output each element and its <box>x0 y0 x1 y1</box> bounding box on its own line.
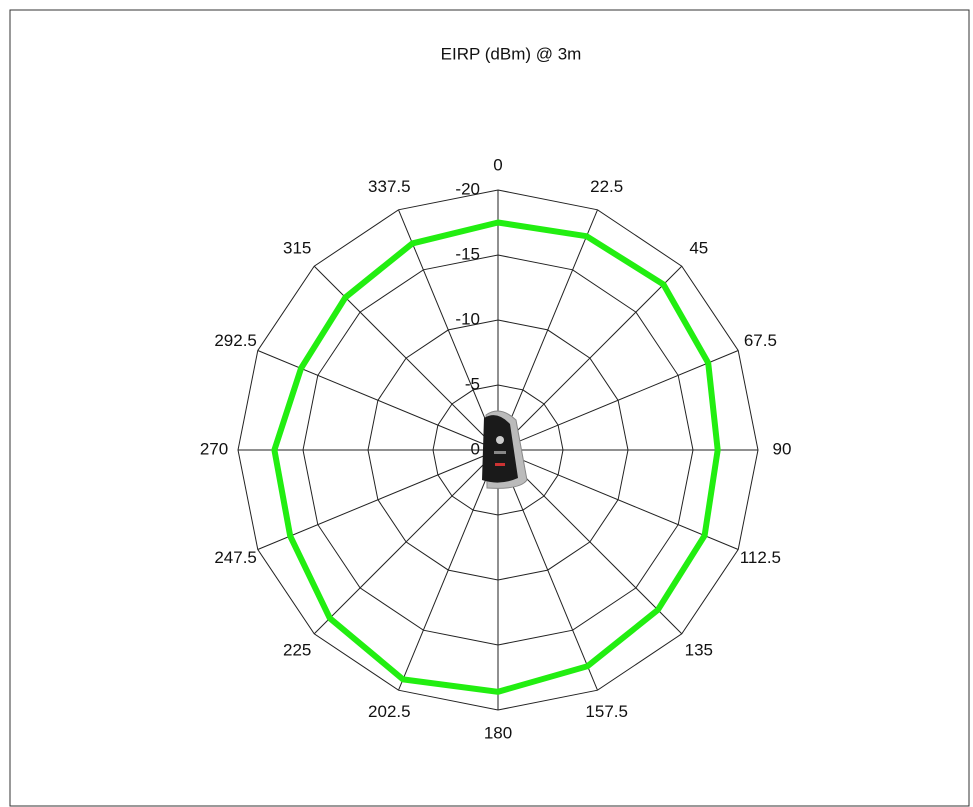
angle-label: 225 <box>283 640 311 659</box>
radial-tick-label: -5 <box>465 374 480 393</box>
spoke <box>257 350 499 451</box>
spoke <box>313 449 499 635</box>
spoke <box>398 209 499 451</box>
radial-tick-label: -20 <box>455 179 480 198</box>
chart-title: EIRP (dBm) @ 3m <box>441 44 582 63</box>
angle-label: 202.5 <box>368 702 411 721</box>
spoke <box>497 265 683 451</box>
spoke <box>497 350 739 451</box>
angle-label: 315 <box>283 239 311 258</box>
key-fob <box>482 410 528 489</box>
angle-label: 270 <box>200 439 228 458</box>
angle-label: 157.5 <box>585 702 628 721</box>
spoke <box>497 449 739 550</box>
angle-label: 135 <box>685 640 713 659</box>
angle-label: 112.5 <box>740 548 781 567</box>
angle-label: 0 <box>493 155 502 174</box>
spoke <box>497 449 598 691</box>
spoke <box>398 449 499 691</box>
angle-label: 292.5 <box>214 331 257 350</box>
radial-tick-label: -10 <box>455 309 480 328</box>
radial-tick-label: 0 <box>471 439 480 458</box>
frame <box>9 9 970 807</box>
spoke <box>497 449 683 635</box>
angle-label: 337.5 <box>368 177 411 196</box>
grid <box>237 189 759 711</box>
radial-tick-label: -15 <box>455 244 480 263</box>
labels: 0 -5 -10 -15 -20 0 22.5 45 67.5 90 112.5 135 157.5 18… <box>200 155 792 742</box>
spoke <box>257 449 499 550</box>
angle-label: 22.5 <box>590 177 623 196</box>
angle-label: 45 <box>689 239 708 258</box>
angle-label: 180 <box>484 723 512 742</box>
angle-label: 247.5 <box>214 548 257 567</box>
spoke <box>313 265 499 451</box>
marks <box>271 219 721 695</box>
angle-label: 67.5 <box>744 331 777 350</box>
angle-label: 90 <box>773 439 792 458</box>
series-line <box>271 219 721 695</box>
spoke <box>497 209 598 451</box>
